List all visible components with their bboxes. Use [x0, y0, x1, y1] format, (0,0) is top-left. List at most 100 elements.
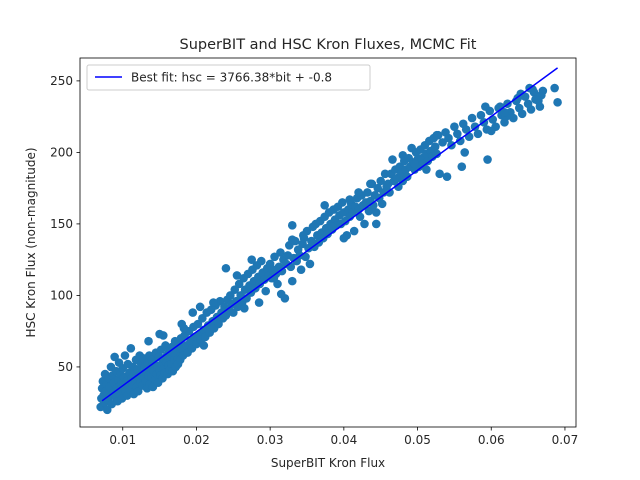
- y-axis-label: HSC Kron Flux (non-magnitude): [24, 147, 38, 337]
- scatter-point: [276, 248, 285, 257]
- scatter-point: [538, 86, 548, 96]
- scatter-point: [371, 208, 381, 217]
- scatter-point: [320, 201, 329, 210]
- data-points: [96, 83, 562, 415]
- y-tick-label: 100: [50, 289, 73, 303]
- scatter-point: [270, 252, 279, 262]
- scatter-point: [345, 195, 355, 204]
- scatter-point: [339, 233, 349, 243]
- scatter-point: [388, 155, 397, 164]
- scatter-point: [369, 201, 378, 210]
- x-tick-label: 0.03: [257, 433, 284, 447]
- x-tick-label: 0.02: [183, 433, 210, 447]
- scatter-point: [380, 169, 390, 179]
- scatter-point: [432, 130, 442, 140]
- fit-line: [101, 67, 559, 402]
- scatter-point: [377, 199, 387, 209]
- scatter-point: [457, 162, 467, 171]
- legend-box: [86, 64, 371, 91]
- plot-frame: [79, 57, 577, 428]
- scatter-point: [476, 110, 486, 120]
- scatter-point: [550, 83, 559, 93]
- x-tick-label: 0.05: [404, 433, 431, 447]
- y-tick-label: 50: [58, 360, 73, 374]
- scatter-point: [305, 259, 315, 269]
- scatter-point: [277, 266, 287, 276]
- scatter-point: [363, 188, 372, 197]
- scatter-point: [385, 188, 394, 197]
- scatter-point: [209, 298, 218, 307]
- scatter-point: [460, 148, 470, 157]
- scatter-point: [126, 344, 136, 353]
- y-tick-label: 200: [50, 146, 73, 160]
- y-axis-ticks: 50 100 150 200 250: [50, 74, 80, 374]
- scatter-point: [422, 165, 431, 174]
- scatter-point: [444, 133, 453, 143]
- scatter-point: [531, 95, 540, 104]
- scatter-point: [360, 219, 369, 229]
- legend-entry-fit: Best fit: hsc = 3766.38*bit + -0.8: [131, 71, 332, 85]
- scatter-point: [287, 221, 297, 230]
- scatter-point: [327, 222, 337, 232]
- scatter-point: [453, 129, 462, 139]
- scatter-point: [464, 132, 474, 141]
- scatter-point: [442, 172, 452, 182]
- scatter-point: [257, 256, 266, 266]
- scatter-point: [486, 126, 496, 136]
- x-tick-label: 0.06: [478, 433, 505, 447]
- scatter-point: [195, 302, 205, 312]
- scatter-point: [158, 331, 168, 340]
- y-tick-label: 150: [50, 217, 73, 231]
- scatter-point: [276, 289, 286, 299]
- scatter-point: [354, 188, 363, 197]
- scatter-point: [438, 138, 447, 147]
- scatter-point: [461, 125, 471, 134]
- scatter-point: [188, 308, 198, 317]
- x-axis-ticks: 0.01 0.02 0.03 0.04 0.05 0.06 0.07: [109, 427, 578, 447]
- scatter-point: [199, 341, 209, 350]
- scatter-point: [296, 265, 306, 274]
- scatter-point: [301, 252, 310, 262]
- scatter-point: [553, 98, 562, 107]
- scatter-point: [240, 303, 249, 313]
- y-tick-label: 250: [50, 74, 73, 88]
- scatter-point: [435, 169, 444, 179]
- legend: Best fit: hsc = 3766.38*bit + -0.8: [86, 64, 371, 91]
- scatter-point: [261, 286, 271, 296]
- scatter-point: [221, 263, 231, 273]
- scatter-point: [299, 231, 308, 240]
- scatter-point: [430, 142, 440, 151]
- scatter-point: [338, 198, 347, 207]
- scatter-point: [432, 149, 442, 159]
- scatter-point: [247, 255, 257, 264]
- scatter-point: [455, 136, 465, 146]
- scatter-point: [483, 155, 492, 164]
- scatter-point: [470, 122, 480, 131]
- scatter-point: [366, 179, 375, 189]
- scatter-point: [526, 105, 536, 114]
- x-tick-label: 0.01: [109, 433, 136, 447]
- scatter-point: [120, 351, 130, 360]
- scatter-point: [349, 226, 359, 236]
- scatter-point: [376, 176, 386, 186]
- scatter-point: [287, 276, 297, 286]
- scatter-point: [467, 113, 477, 123]
- scatter-point: [481, 102, 490, 111]
- chart-title: SuperBIT and HSC Kron Fluxes, MCMC Fit: [180, 37, 477, 53]
- scatter-point: [517, 109, 527, 119]
- scatter-point: [373, 183, 383, 193]
- scatter-point: [450, 122, 459, 131]
- scatter-point: [232, 271, 242, 280]
- scatter-point: [371, 219, 381, 229]
- x-tick-label: 0.04: [330, 433, 357, 447]
- x-axis-label: SuperBIT Kron Flux: [271, 456, 385, 470]
- scatter-point: [410, 159, 419, 169]
- scatter-point: [500, 108, 509, 117]
- fit-line-layer: [101, 67, 559, 402]
- scatter-point: [473, 129, 483, 139]
- scatter-point: [254, 298, 264, 307]
- scatter-point: [144, 336, 153, 346]
- scatter-point: [179, 324, 189, 333]
- scatter-point: [287, 235, 297, 244]
